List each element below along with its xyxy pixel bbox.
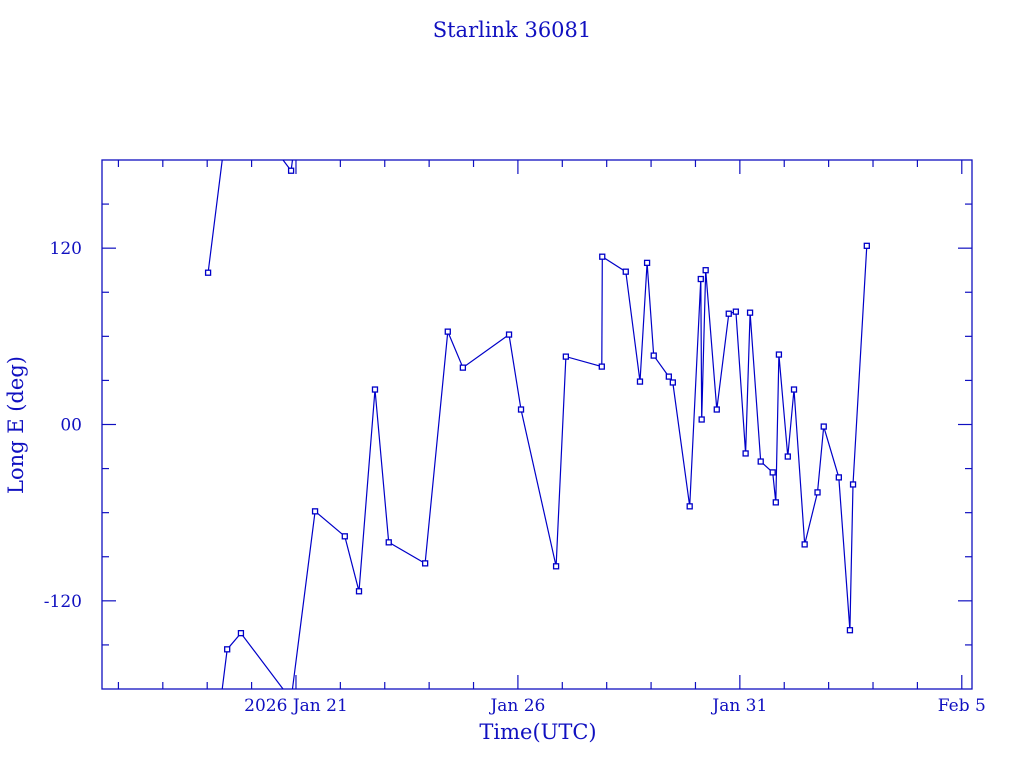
- x-tick-label: Feb 5: [938, 696, 986, 716]
- y-tick-label: 120: [50, 239, 82, 259]
- series-line-segment: [221, 245, 868, 689]
- data-point: [702, 267, 709, 274]
- plot-frame: [101, 159, 973, 690]
- y-tick-label: 00: [60, 416, 82, 436]
- data-point: [835, 474, 842, 481]
- data-point: [643, 259, 651, 267]
- data-point: [769, 469, 776, 476]
- data-point: [552, 563, 560, 570]
- y-tick-label: -120: [44, 592, 82, 612]
- x-tick-label: 2026 Jan 21: [244, 696, 348, 716]
- data-point: [784, 453, 791, 460]
- data-point: [775, 351, 783, 358]
- data-point: [732, 308, 740, 315]
- y-axis-label: Long E (deg): [4, 356, 28, 494]
- data-point: [311, 508, 319, 515]
- data-point: [742, 450, 749, 457]
- data-point: [790, 386, 798, 393]
- data-point: [772, 499, 779, 506]
- data-point: [863, 242, 870, 249]
- data-point: [355, 588, 363, 595]
- data-point: [725, 310, 732, 317]
- data-point: [849, 481, 857, 488]
- data-point: [713, 406, 720, 413]
- data-point: [814, 489, 821, 496]
- data-point: [669, 379, 676, 386]
- data-point: [846, 627, 854, 634]
- data-point: [757, 458, 764, 465]
- data-point: [636, 378, 644, 385]
- data-point: [562, 353, 570, 360]
- data-point: [650, 352, 657, 359]
- data-point: [371, 386, 379, 393]
- data-point: [237, 630, 245, 637]
- data-point: [820, 423, 827, 430]
- data-point: [801, 541, 808, 548]
- x-tick-label: Jan 26: [488, 696, 545, 716]
- data-point: [459, 364, 467, 371]
- axis-ticks: [102, 160, 972, 689]
- data-point: [287, 167, 295, 174]
- data-point: [686, 503, 693, 510]
- x-tick-label: Jan 31: [710, 696, 767, 716]
- data-point: [698, 416, 705, 423]
- data-point: [341, 533, 348, 540]
- x-axis-label: Time(UTC): [479, 720, 596, 744]
- data-point: [204, 269, 212, 276]
- data-point: [505, 331, 513, 338]
- tick-labels: 2026 Jan 21 Jan 26 Jan 31 Feb 5 120 00 -120: [44, 239, 986, 716]
- data-point: [385, 539, 392, 546]
- data-point: [517, 406, 525, 413]
- data-point: [746, 309, 754, 316]
- data-point: [224, 646, 231, 653]
- data-point: [665, 373, 672, 380]
- chart-title: Starlink 36081: [433, 18, 592, 42]
- series-points: [204, 167, 870, 653]
- data-point: [599, 253, 606, 260]
- data-point: [444, 328, 451, 335]
- data-point: [598, 363, 605, 370]
- data-point: [697, 275, 704, 283]
- data-point: [622, 268, 629, 275]
- data-point: [421, 560, 429, 567]
- series-line: [207, 160, 868, 689]
